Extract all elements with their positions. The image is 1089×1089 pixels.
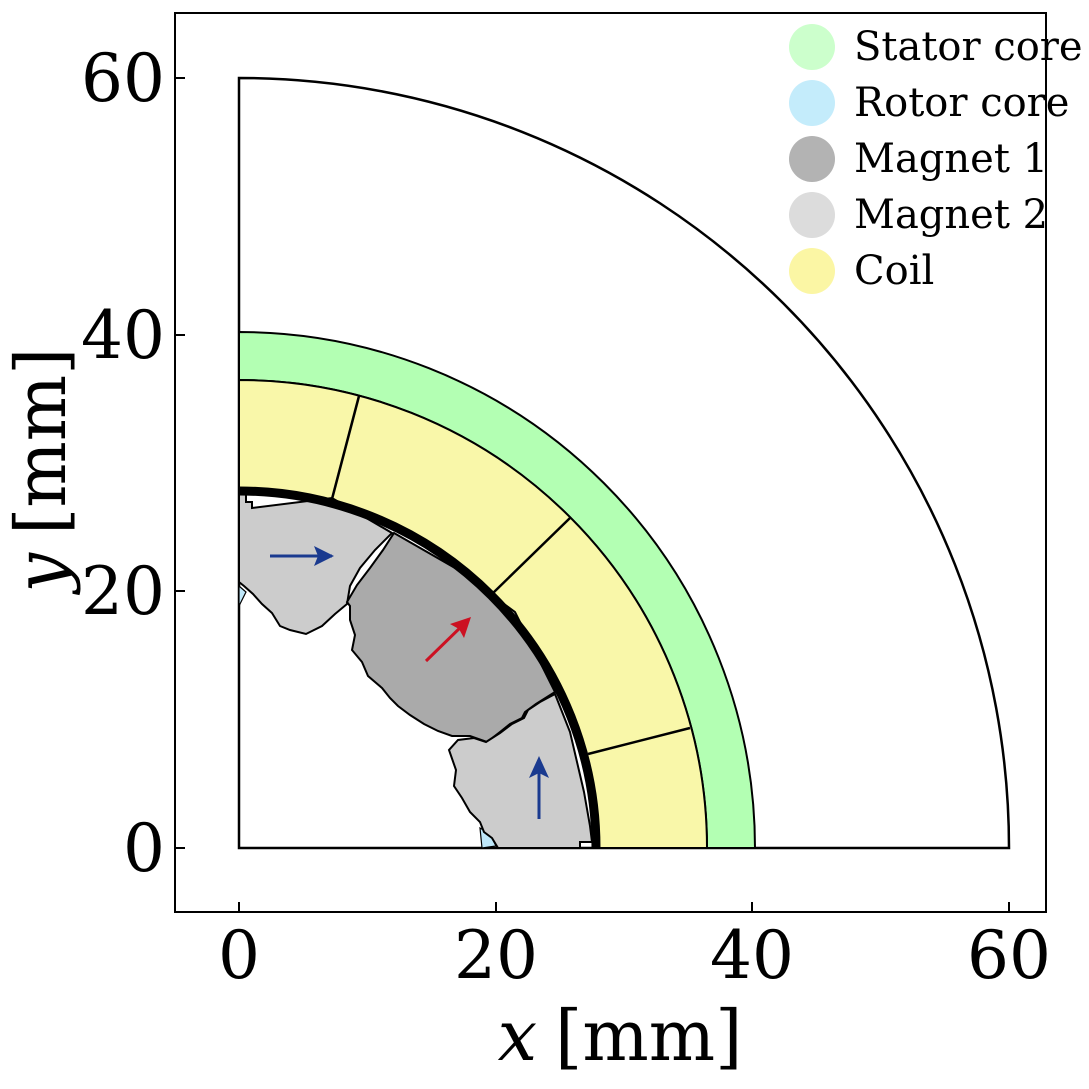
magnetization-arrow-up-head bbox=[529, 756, 549, 778]
coil-divider-1 bbox=[330, 395, 361, 500]
x-tick-label: 60 bbox=[967, 917, 1051, 994]
x-tick-label: 20 bbox=[454, 917, 538, 994]
legend-swatch-coil bbox=[789, 248, 835, 294]
legend-label: Stator core bbox=[854, 24, 1083, 70]
y-axis-label: y [mm] bbox=[0, 348, 82, 596]
x-axis: 0 20 40 60 x [mm] bbox=[218, 902, 1051, 1077]
y-tick-label: 60 bbox=[81, 40, 165, 117]
rotor-outer-edge bbox=[238, 486, 601, 849]
legend: Stator core Rotor core Magnet 1 Magnet 2… bbox=[789, 24, 1083, 294]
legend-label: Rotor core bbox=[854, 80, 1069, 126]
magnetization-arrow-diagonal-head bbox=[450, 617, 471, 638]
coil-divider-3 bbox=[587, 726, 691, 756]
rotor-core-sliver-top bbox=[238, 584, 247, 607]
plot-frame bbox=[174, 12, 1047, 913]
y-axis-unit: [mm] bbox=[0, 348, 82, 535]
y-tick-label: 0 bbox=[123, 810, 165, 887]
legend-swatch-magnet-1 bbox=[789, 136, 835, 182]
y-axis: 0 20 40 60 y [mm] bbox=[0, 40, 185, 887]
y-axis-var: y bbox=[0, 551, 82, 595]
y-tick-label: 20 bbox=[81, 553, 165, 630]
legend-swatch-magnet-2 bbox=[789, 192, 835, 238]
legend-label: Coil bbox=[854, 248, 934, 294]
x-axis-var: x bbox=[498, 995, 537, 1077]
legend-swatch-stator-core bbox=[789, 24, 835, 70]
magnetization-arrow-right-head bbox=[314, 546, 334, 566]
x-axis-unit: [mm] bbox=[555, 995, 742, 1077]
x-tick-label: 40 bbox=[710, 917, 794, 994]
y-tick-label: 40 bbox=[81, 297, 165, 374]
legend-label: Magnet 2 bbox=[854, 192, 1048, 238]
x-tick-label: 0 bbox=[218, 917, 260, 994]
x-axis-label: x [mm] bbox=[498, 995, 743, 1077]
coil-divider-2 bbox=[491, 517, 571, 595]
legend-swatch-rotor-core bbox=[789, 80, 835, 126]
legend-label: Magnet 1 bbox=[854, 136, 1048, 182]
